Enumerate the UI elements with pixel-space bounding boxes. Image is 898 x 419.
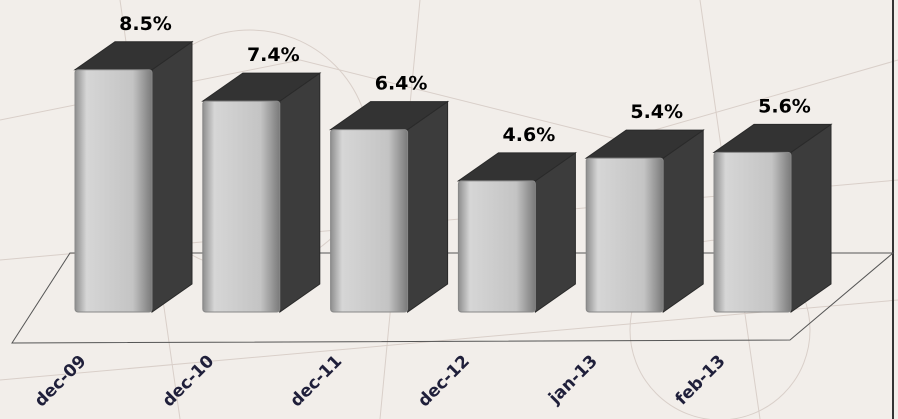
bar-side <box>662 129 704 313</box>
bar <box>585 157 664 313</box>
floor <box>11 252 895 344</box>
value-label: 8.5% <box>119 13 172 35</box>
bar <box>74 69 153 313</box>
bar <box>457 180 536 313</box>
bar <box>330 129 409 313</box>
bar <box>713 151 792 313</box>
value-label: 5.4% <box>630 101 683 123</box>
value-label: 4.6% <box>503 124 556 146</box>
bar-side <box>151 40 193 313</box>
value-label: 6.4% <box>375 73 428 95</box>
bar-side <box>279 72 321 313</box>
value-label: 5.6% <box>758 95 811 117</box>
bar-side <box>407 100 449 313</box>
value-label: 7.4% <box>247 44 300 66</box>
bar-side <box>790 123 832 313</box>
bar <box>202 100 281 313</box>
